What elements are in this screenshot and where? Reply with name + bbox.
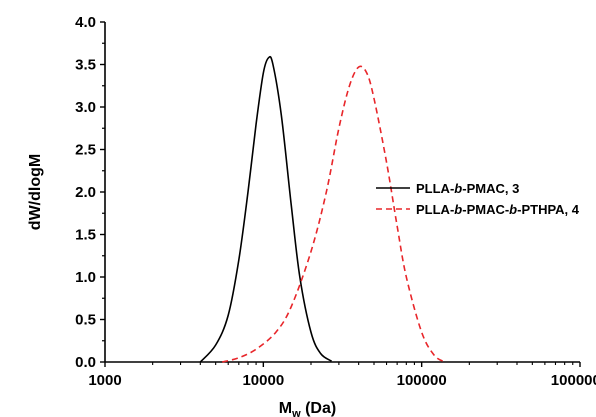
x-tick-label: 1000000 [551,372,596,389]
y-tick-label: 2.5 [75,142,96,159]
axis-labels: Mw (Da) dW/dlogM [27,154,336,417]
x-tick-label: 10000 [242,372,284,389]
x-tick-label: 1000 [88,372,121,389]
plot-axes: 0.0 0.5 1.0 1.5 2.0 2.5 3.0 3.5 4.0 1000 10000 1000… [75,14,596,389]
legend-label-1: PLLA-b-PMAC, 3 [416,181,519,196]
y-tick-label: 1.0 [75,269,96,286]
y-axis-title: dW/dlogM [27,154,44,230]
y-tick-label: 4.0 [75,14,96,31]
y-tick-label: 0.5 [75,312,96,329]
y-tick-label: 1.5 [75,227,96,244]
y-tick-label: 3.0 [75,99,96,116]
legend-label-2: PLLA-b-PMAC-b-PTHPA, 4 [416,202,580,217]
x-axis-title: Mw (Da) [279,400,336,417]
plot-series [199,55,446,363]
y-tick-label: 2.0 [75,184,96,201]
series-line-2 [222,65,446,363]
y-tick-label: 3.5 [75,57,96,74]
y-tick-label: 0.0 [75,354,96,371]
legend: PLLA-b-PMAC, 3 PLLA-b-PMAC-b-PTHPA, 4 [376,181,580,217]
series-line-1 [199,55,333,363]
x-tick-label: 100000 [397,372,447,389]
